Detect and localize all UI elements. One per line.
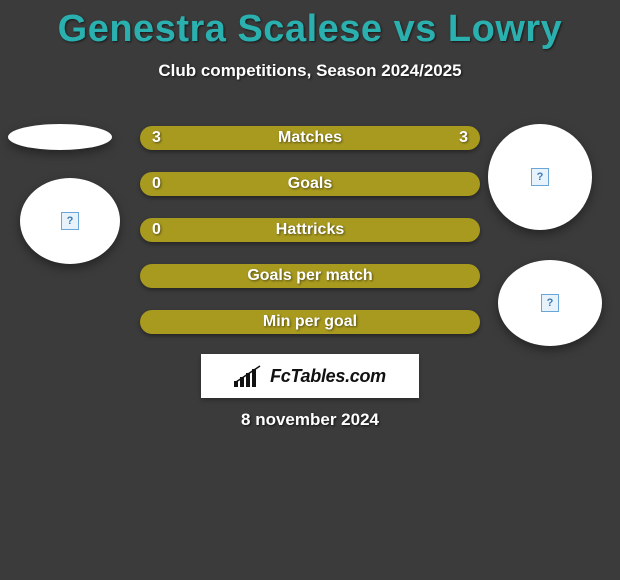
page-title: Genestra Scalese vs Lowry (0, 0, 620, 51)
stat-bar: Goals per match (140, 264, 480, 288)
signal-bars-icon (234, 365, 264, 387)
watermark-text: FcTables.com (270, 366, 386, 387)
stat-label: Hattricks (276, 221, 344, 239)
stat-bar: Min per goal (140, 310, 480, 334)
stat-label: Goals (288, 175, 332, 193)
decorative-ellipse-left (8, 124, 112, 150)
stat-left-value: 0 (152, 221, 161, 239)
player-left-avatar (20, 178, 120, 264)
stat-bar: 0 Goals (140, 172, 480, 196)
stat-left-value: 0 (152, 175, 161, 193)
stat-bar: 0 Hattricks (140, 218, 480, 242)
player-right-avatar-top (488, 124, 592, 230)
missing-image-icon (541, 294, 559, 312)
player-right-avatar-bottom (498, 260, 602, 346)
footer-date: 8 november 2024 (241, 410, 379, 430)
stat-label: Goals per match (247, 267, 372, 285)
missing-image-icon (531, 168, 549, 186)
page-subtitle: Club competitions, Season 2024/2025 (0, 61, 620, 81)
missing-image-icon (61, 212, 79, 230)
watermark-badge: FcTables.com (201, 354, 419, 398)
comparison-infographic: Genestra Scalese vs Lowry Club competiti… (0, 0, 620, 580)
stat-right-value: 3 (459, 129, 468, 147)
stat-label: Matches (278, 129, 342, 147)
stat-label: Min per goal (263, 313, 357, 331)
stat-bar: 3 Matches 3 (140, 126, 480, 150)
stat-left-value: 3 (152, 129, 161, 147)
stat-bars: 3 Matches 3 0 Goals 0 Hattricks Goals pe… (140, 126, 480, 356)
